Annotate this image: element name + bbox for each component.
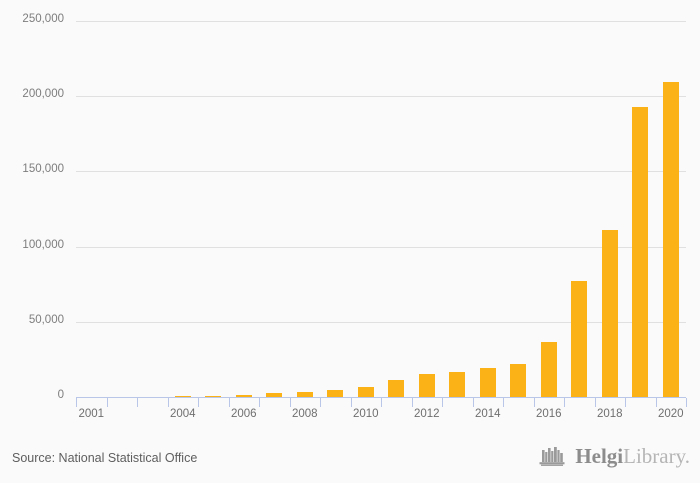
x-axis-tick — [686, 398, 687, 407]
x-axis-tick-label: 2012 — [413, 408, 440, 420]
x-axis-tick — [381, 398, 382, 407]
x-axis-tick-label: 2020 — [657, 408, 684, 420]
logo-word-helgi: Helgi — [575, 444, 624, 468]
x-axis-tick — [228, 398, 230, 407]
x-axis-tick — [76, 398, 77, 407]
x-axis-tick — [198, 398, 199, 407]
x-axis-tick — [472, 398, 474, 407]
logo-wordmark: HelgiLibrary. — [575, 444, 690, 469]
x-axis-tick — [350, 398, 352, 407]
x-axis-tick-label: 2018 — [596, 408, 623, 420]
y-axis-tick-label: 150,000 — [22, 163, 64, 176]
x-axis-tick — [106, 398, 108, 407]
bar[interactable] — [510, 364, 527, 397]
gridline — [76, 321, 686, 323]
bar[interactable] — [449, 371, 466, 397]
bar[interactable] — [296, 391, 313, 397]
y-axis-tick-label: 100,000 — [22, 238, 64, 251]
x-axis-tick — [594, 398, 596, 407]
bar[interactable] — [388, 380, 405, 397]
x-axis-tick-label: 2014 — [474, 408, 501, 420]
bar[interactable] — [540, 342, 557, 397]
x-axis-tick-label: 2001 — [78, 408, 105, 420]
bar[interactable] — [205, 395, 222, 397]
bar[interactable] — [357, 386, 374, 397]
bar-series — [76, 21, 686, 397]
x-axis-tick-label: 2016 — [535, 408, 562, 420]
y-axis-tick-label: 50,000 — [28, 313, 64, 326]
bar[interactable] — [601, 230, 618, 397]
gridline — [76, 96, 686, 98]
x-axis-tick — [625, 398, 626, 407]
source-label: Source: National Statistical Office — [12, 451, 198, 465]
y-axis-tick-label: 200,000 — [22, 88, 64, 101]
y-axis-tick-label: 250,000 — [22, 13, 64, 25]
x-axis-tick-label: 2004 — [169, 408, 196, 420]
x-axis-tick-label: 2008 — [291, 408, 318, 420]
gridline — [76, 246, 686, 248]
x-axis-tick — [137, 398, 138, 407]
x-axis-tick — [533, 398, 535, 407]
bar[interactable] — [632, 107, 649, 397]
logo-suffix: . — [684, 444, 690, 468]
x-axis-line — [76, 397, 686, 398]
bar[interactable] — [174, 395, 191, 397]
gridline — [76, 21, 686, 22]
x-axis-tick — [564, 398, 565, 407]
x-axis-tick — [503, 398, 504, 407]
x-axis-tick-label: 2010 — [352, 408, 379, 420]
y-axis-tick-label: 0 — [57, 389, 64, 401]
bar[interactable] — [662, 81, 679, 397]
x-axis-tick — [320, 398, 321, 407]
bar[interactable] — [418, 373, 435, 397]
chart-footer: Source: National Statistical Office Helg… — [0, 424, 700, 483]
bar[interactable] — [235, 394, 252, 397]
plot-area — [76, 21, 686, 397]
bar[interactable] — [266, 393, 283, 397]
x-axis-tick — [259, 398, 260, 407]
x-axis-tick — [655, 398, 657, 407]
x-axis-tick — [167, 398, 169, 407]
logo-word-library: Library — [623, 444, 685, 468]
library-books-icon — [539, 446, 565, 466]
x-axis-tick — [411, 398, 413, 407]
gridline — [76, 171, 686, 173]
x-axis-tick — [289, 398, 291, 407]
x-axis-tick — [442, 398, 443, 407]
x-axis-tick-label: 2006 — [230, 408, 257, 420]
bar[interactable] — [571, 281, 588, 397]
helgi-library-logo[interactable]: HelgiLibrary. — [539, 444, 690, 469]
bar[interactable] — [327, 390, 344, 397]
bar[interactable] — [479, 368, 496, 397]
